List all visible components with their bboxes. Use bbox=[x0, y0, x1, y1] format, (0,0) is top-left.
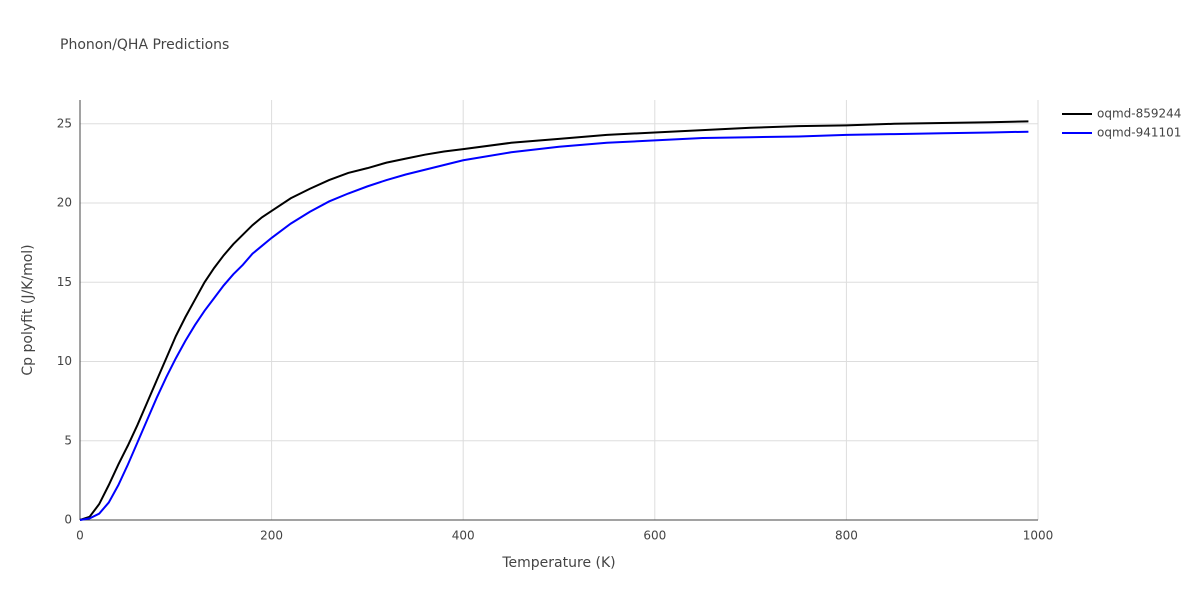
series-line bbox=[79, 130, 1029, 521]
y-tick-label: 25 bbox=[57, 116, 72, 130]
y-tick-label: 5 bbox=[64, 433, 72, 447]
x-axis-label: Temperature (K) bbox=[501, 555, 615, 571]
y-tick-label: 10 bbox=[57, 354, 72, 368]
y-tick-label: 0 bbox=[64, 513, 72, 527]
x-tick-label: 1000 bbox=[1023, 529, 1054, 543]
y-axis-label: Cp polyfit (J/K/mol) bbox=[20, 244, 36, 375]
x-tick-label: 400 bbox=[452, 529, 475, 543]
y-tick-label: 15 bbox=[57, 275, 72, 289]
chart-title: Phonon/QHA Predictions bbox=[60, 37, 229, 53]
y-tick-label: 20 bbox=[57, 196, 72, 210]
x-tick-label: 800 bbox=[835, 529, 858, 543]
x-tick-label: 200 bbox=[260, 529, 283, 543]
series-line bbox=[79, 120, 1029, 521]
legend-label: oqmd-859244 bbox=[1097, 107, 1181, 121]
legend-label: oqmd-941101 bbox=[1097, 126, 1181, 140]
x-tick-label: 0 bbox=[76, 529, 84, 543]
x-tick-label: 600 bbox=[643, 529, 666, 543]
